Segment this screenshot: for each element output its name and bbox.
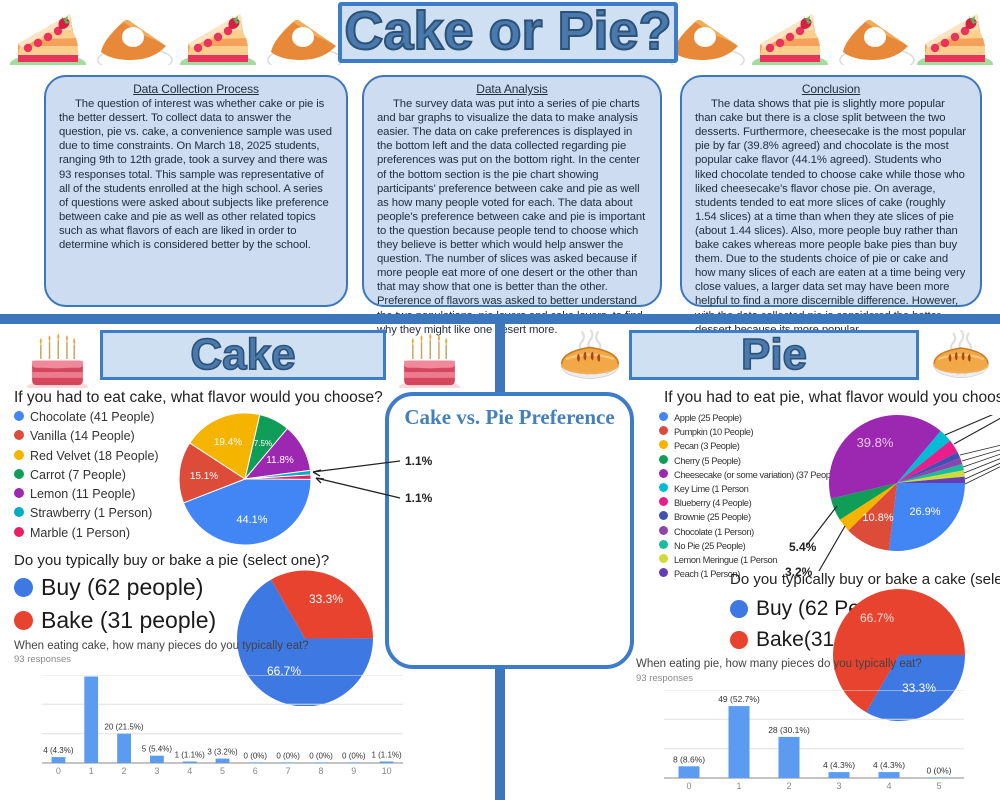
svg-text:5 (5.4%): 5 (5.4%) xyxy=(142,745,173,754)
svg-text:0 (0%): 0 (0%) xyxy=(926,765,951,775)
svg-text:0 (0%): 0 (0%) xyxy=(309,751,333,760)
svg-text:4 (4.3%): 4 (4.3%) xyxy=(873,760,905,770)
svg-text:0: 0 xyxy=(686,781,691,790)
svg-text:4: 4 xyxy=(187,766,192,775)
svg-text:0 (0%): 0 (0%) xyxy=(276,751,300,760)
svg-text:10.8%: 10.8% xyxy=(862,512,893,524)
svg-text:3 (3.2%): 3 (3.2%) xyxy=(207,748,238,757)
svg-text:4 (4.3%): 4 (4.3%) xyxy=(43,746,74,755)
svg-text:8 (8.6%): 8 (8.6%) xyxy=(673,754,705,764)
svg-text:66.7%: 66.7% xyxy=(860,611,894,625)
svg-text:11.8%: 11.8% xyxy=(266,455,294,466)
svg-text:0 (0%): 0 (0%) xyxy=(244,751,268,760)
svg-text:39.8%: 39.8% xyxy=(857,435,894,450)
svg-text:1.1%: 1.1% xyxy=(405,491,433,505)
svg-text:44.1%: 44.1% xyxy=(236,514,267,526)
svg-text:3: 3 xyxy=(154,766,159,775)
svg-text:4: 4 xyxy=(886,781,891,790)
svg-text:2: 2 xyxy=(121,766,126,775)
svg-text:1.1%: 1.1% xyxy=(405,454,433,468)
svg-text:5: 5 xyxy=(936,781,941,790)
svg-text:7.5%: 7.5% xyxy=(254,439,272,448)
svg-text:7: 7 xyxy=(286,766,291,775)
svg-text:10: 10 xyxy=(382,766,392,775)
svg-text:49 (52.7%): 49 (52.7%) xyxy=(718,694,760,704)
svg-text:4 (4.3%): 4 (4.3%) xyxy=(823,760,855,770)
svg-text:6: 6 xyxy=(253,766,258,775)
svg-text:33.3%: 33.3% xyxy=(309,592,343,606)
svg-text:9: 9 xyxy=(351,766,356,775)
svg-text:1: 1 xyxy=(89,766,94,775)
svg-text:1 (1.1%): 1 (1.1%) xyxy=(371,751,402,760)
svg-text:5.4%: 5.4% xyxy=(789,540,817,554)
svg-text:26.9%: 26.9% xyxy=(909,506,940,518)
svg-text:19.4%: 19.4% xyxy=(214,437,242,448)
svg-text:8: 8 xyxy=(318,766,323,775)
svg-text:5: 5 xyxy=(220,766,225,775)
svg-text:1: 1 xyxy=(736,781,741,790)
svg-text:2: 2 xyxy=(786,781,791,790)
svg-text:28 (30.1%): 28 (30.1%) xyxy=(768,725,810,735)
svg-text:1 (1.1%): 1 (1.1%) xyxy=(175,751,206,760)
svg-text:20 (21.5%): 20 (21.5%) xyxy=(104,723,143,732)
svg-text:0: 0 xyxy=(56,766,61,775)
svg-text:15.1%: 15.1% xyxy=(190,471,218,482)
svg-text:0 (0%): 0 (0%) xyxy=(342,751,366,760)
svg-text:3: 3 xyxy=(836,781,841,790)
